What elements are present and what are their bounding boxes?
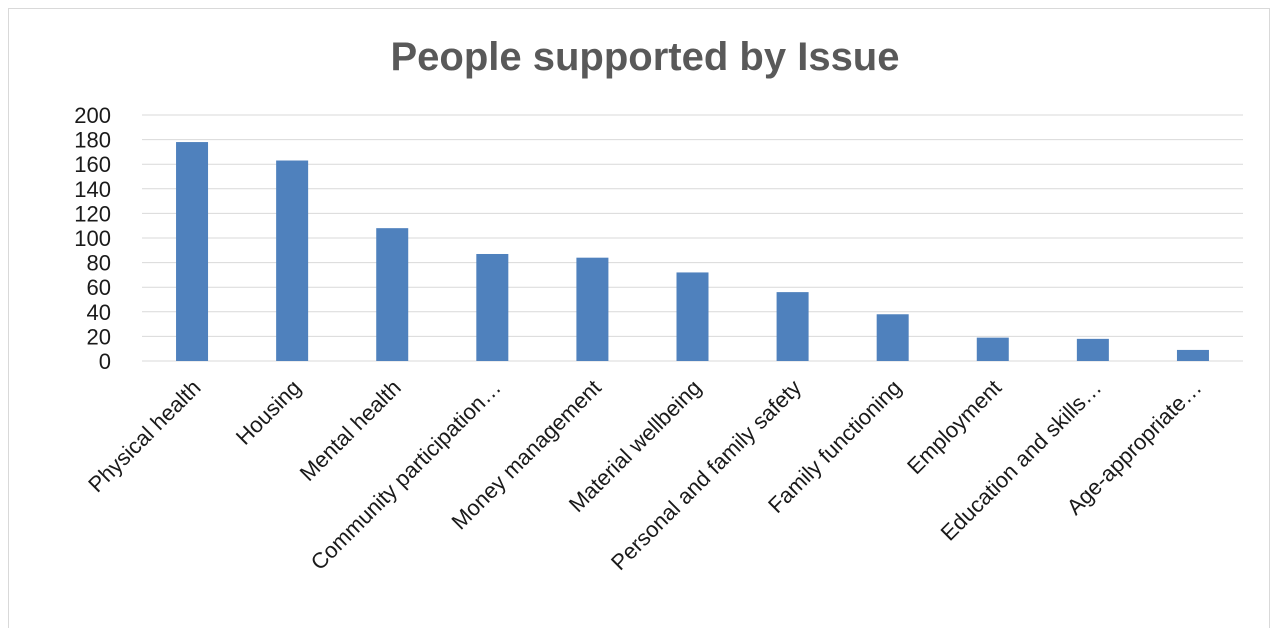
y-tick-label: 100 <box>74 226 111 251</box>
bar <box>1076 338 1109 361</box>
bar <box>376 228 409 361</box>
bar <box>476 253 509 361</box>
bars <box>176 142 1209 361</box>
y-tick-label: 80 <box>87 251 111 276</box>
y-tick-label: 160 <box>74 152 111 177</box>
bar <box>676 272 709 361</box>
x-category-label: Employment <box>902 375 1006 479</box>
x-category-label: Housing <box>231 375 306 450</box>
chart-title: People supported by Issue <box>390 35 899 79</box>
bar <box>576 257 609 361</box>
y-tick-label: 200 <box>74 103 111 128</box>
y-tick-label: 180 <box>74 128 111 153</box>
x-category-label: Mental health <box>295 375 406 486</box>
bar <box>776 292 809 361</box>
bar <box>1176 349 1209 361</box>
y-tick-label: 140 <box>74 177 111 202</box>
chart-frame <box>8 8 1270 628</box>
y-tick-label: 60 <box>87 275 111 300</box>
y-tick-label: 120 <box>74 201 111 226</box>
y-tick-label: 40 <box>87 300 111 325</box>
bar <box>976 337 1009 361</box>
x-category-label: Education and skills… <box>936 375 1107 546</box>
bar <box>876 314 909 361</box>
x-category-label: Personal and family safety <box>606 375 806 575</box>
x-category-label: Community participation… <box>306 375 506 575</box>
bar <box>176 142 209 361</box>
y-tick-label: 0 <box>99 349 111 374</box>
y-tick-label: 20 <box>87 324 111 349</box>
bar <box>276 160 309 361</box>
x-category-label: Physical health <box>83 375 205 497</box>
